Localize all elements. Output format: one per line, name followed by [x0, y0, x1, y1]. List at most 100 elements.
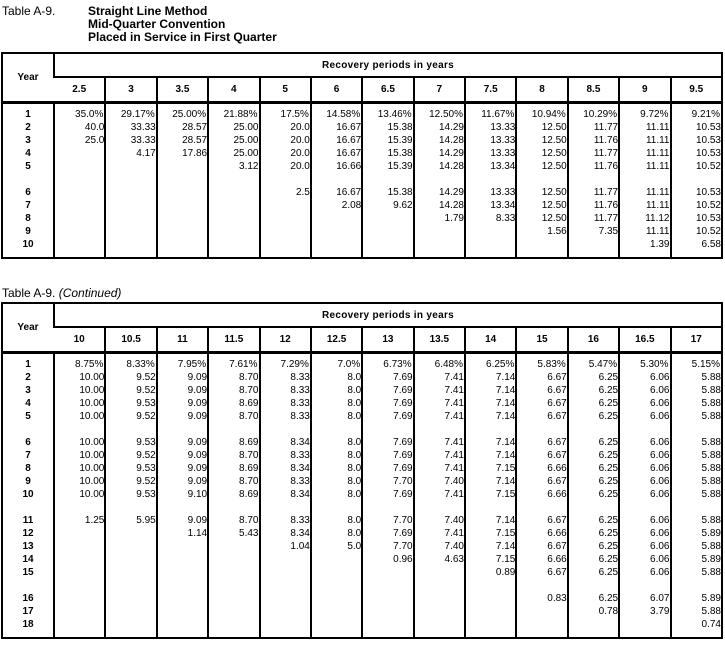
value-cell: 7.41: [412, 462, 465, 475]
value-cell: 7.69: [361, 410, 414, 423]
value-cell: [309, 618, 363, 638]
spacer-cell: [52, 423, 106, 436]
value-cell: 17.5%: [258, 102, 311, 121]
value-cell: 9.53: [104, 397, 157, 410]
period-header: 11: [155, 327, 209, 354]
value-cell: 6.06: [618, 475, 671, 488]
value-cell: 7.69: [361, 488, 414, 501]
spacer-cell: [361, 423, 414, 436]
value-cell: [104, 618, 157, 638]
value-cell: 10.00: [52, 371, 106, 384]
value-cell: 5.95: [104, 514, 157, 527]
period-header: 9: [618, 77, 671, 104]
value-cell: 8.33: [258, 410, 311, 423]
table-body: 1 35.0% 29.17% 25.00% 21.88% 17.5% 14.58% 13.46…: [2, 102, 722, 258]
value-cell: [52, 160, 106, 173]
table-row: 17 0.78 3.79 5.88: [2, 605, 722, 618]
value-cell: 7.14: [463, 371, 517, 384]
table-row: 9 10.00 9.52 9.09 8.70 8.33 8.0 7.70 7.40 7.14 6.6…: [2, 475, 722, 488]
value-cell: 7.40: [412, 514, 465, 527]
spacer-cell: [258, 423, 311, 436]
value-cell: 15.38: [361, 186, 414, 199]
value-cell: 8.33: [258, 514, 311, 527]
value-cell: 9.09: [155, 371, 209, 384]
value-cell: 7.15: [463, 462, 517, 475]
value-cell: 6.67: [515, 540, 568, 553]
value-cell: 6.07: [618, 592, 671, 605]
spacer-cell: [207, 579, 260, 592]
value-cell: 14.58%: [309, 102, 363, 121]
value-cell: [155, 199, 209, 212]
value-cell: 9.10: [155, 488, 209, 501]
value-cell: 5.88: [669, 410, 722, 423]
period-header-row: 10 10.5 11 11.5 12 12.5 13 13.5 14 15 16 16.5 17: [2, 327, 722, 354]
table-row: 16 0.83 6.25 6.07 5.89: [2, 592, 722, 605]
table-row: 7 10.00 9.52 9.09 8.70 8.33 8.0 7.69 7.41 7.14 6.6…: [2, 449, 722, 462]
value-cell: [104, 186, 157, 199]
value-cell: 8.33: [258, 371, 311, 384]
value-cell: [412, 592, 465, 605]
value-cell: [309, 566, 363, 579]
year-cell: 17: [22, 606, 34, 617]
year-cell: 3: [25, 135, 31, 146]
value-cell: 8.0: [309, 449, 363, 462]
value-cell: 6.25: [566, 384, 620, 397]
period-header: 3.5: [155, 77, 209, 104]
year-cell: 5: [25, 411, 31, 422]
value-cell: 7.0%: [309, 352, 363, 371]
spacer-cell: [104, 579, 157, 592]
spacer-cell: [258, 501, 311, 514]
period-header: 6: [309, 77, 363, 104]
value-cell: 10.00: [52, 397, 106, 410]
value-cell: 11.77: [566, 186, 620, 199]
period-header: 7.5: [463, 77, 517, 104]
value-cell: 7.14: [463, 475, 517, 488]
value-cell: 6.73%: [361, 352, 414, 371]
year-cell: 10: [22, 489, 34, 500]
value-cell: 8.34: [258, 436, 311, 449]
spacer-cell: [463, 579, 517, 592]
year-cell: 3: [25, 385, 31, 396]
table-row: 1 8.75% 8.33% 7.95% 7.61% 7.29% 7.0% 6.73% 6.48%…: [2, 352, 722, 371]
value-cell: 9.53: [104, 436, 157, 449]
value-cell: 25.00%: [155, 102, 209, 121]
value-cell: 9.09: [155, 410, 209, 423]
value-cell: 6.67: [515, 436, 568, 449]
value-cell: [515, 605, 568, 618]
value-cell: 7.41: [412, 527, 465, 540]
value-cell: 10.00: [52, 384, 106, 397]
value-cell: 14.28: [412, 160, 465, 173]
value-cell: 7.41: [412, 397, 465, 410]
value-cell: 13.33: [463, 121, 517, 134]
value-cell: [52, 566, 106, 579]
value-cell: 9.09: [155, 384, 209, 397]
value-cell: 0.89: [463, 566, 517, 579]
value-cell: [309, 592, 363, 605]
value-cell: 7.14: [463, 514, 517, 527]
value-cell: [361, 225, 414, 238]
period-header-row: 2.5 3 3.5 4 5 6 6.5 7 7.5 8 8.5 9 9.5: [2, 77, 722, 104]
period-header: 16: [566, 327, 620, 354]
value-cell: [258, 238, 311, 258]
value-cell: 10.52: [669, 225, 722, 238]
value-cell: 7.41: [412, 488, 465, 501]
title-line-quarter: Placed in Service in First Quarter: [88, 30, 277, 44]
value-cell: [104, 160, 157, 173]
value-cell: 4.63: [412, 553, 465, 566]
table-row: 13 1.04 5.0 7.70 7.40 7.14 6.67 6.25 6.06 5.88: [2, 540, 722, 553]
value-cell: 7.15: [463, 553, 517, 566]
value-cell: 6.06: [618, 410, 671, 423]
value-cell: [258, 592, 311, 605]
value-cell: 12.50: [515, 199, 568, 212]
spacer-cell: [618, 501, 671, 514]
table1-label: Table A-9.: [2, 4, 56, 18]
year-cell: 8: [25, 213, 31, 224]
spacer-cell: [104, 423, 157, 436]
value-cell: 5.88: [669, 566, 722, 579]
value-cell: 6.67: [515, 397, 568, 410]
value-cell: 11.76: [566, 199, 620, 212]
value-cell: 16.66: [309, 160, 363, 173]
value-cell: 5.88: [669, 488, 722, 501]
value-cell: 6.06: [618, 488, 671, 501]
period-header: 12.5: [309, 327, 363, 354]
